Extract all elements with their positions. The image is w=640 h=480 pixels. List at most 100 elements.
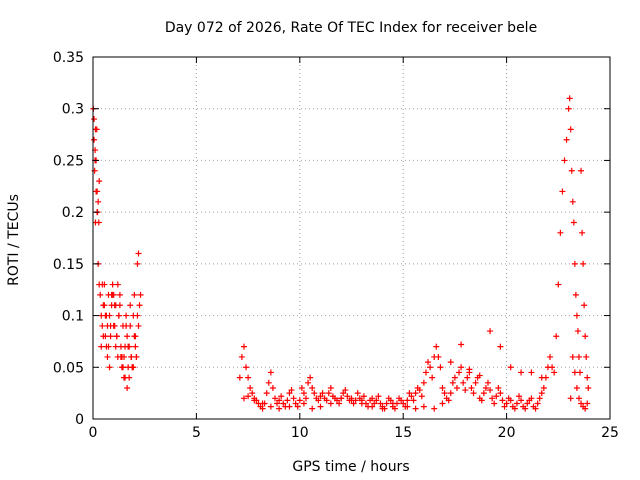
data-point bbox=[249, 390, 256, 397]
data-point bbox=[445, 397, 452, 404]
data-point bbox=[439, 384, 446, 391]
data-point bbox=[137, 291, 144, 298]
data-point bbox=[420, 403, 427, 410]
data-point bbox=[476, 372, 483, 379]
data-point bbox=[567, 395, 574, 402]
data-point bbox=[134, 260, 141, 267]
data-point bbox=[538, 390, 545, 397]
data-point bbox=[416, 387, 423, 394]
data-point bbox=[470, 390, 477, 397]
data-point bbox=[127, 302, 134, 309]
data-point bbox=[115, 312, 122, 319]
x-tick-label: 20 bbox=[498, 425, 516, 441]
data-point bbox=[507, 397, 514, 404]
data-point bbox=[305, 379, 312, 386]
data-point bbox=[245, 393, 252, 400]
data-point bbox=[240, 343, 247, 350]
data-point bbox=[105, 343, 112, 350]
data-point bbox=[480, 390, 487, 397]
data-point bbox=[549, 364, 556, 371]
data-point bbox=[123, 322, 130, 329]
data-point bbox=[495, 384, 502, 391]
data-point bbox=[280, 400, 287, 407]
data-point bbox=[404, 403, 411, 410]
data-point bbox=[547, 353, 554, 360]
y-axis-label: ROTI / TECUs bbox=[6, 194, 22, 286]
data-point bbox=[124, 384, 131, 391]
data-point bbox=[524, 400, 531, 407]
data-point bbox=[412, 405, 419, 412]
data-point bbox=[578, 400, 585, 407]
data-point bbox=[410, 397, 417, 404]
data-point bbox=[489, 395, 496, 402]
data-point bbox=[441, 390, 448, 397]
data-point bbox=[265, 379, 272, 386]
data-point bbox=[119, 364, 126, 371]
data-point bbox=[513, 400, 520, 407]
data-point bbox=[491, 400, 498, 407]
data-point bbox=[581, 302, 588, 309]
data-point bbox=[269, 384, 276, 391]
data-point bbox=[116, 291, 123, 298]
data-point bbox=[126, 374, 133, 381]
data-point bbox=[575, 353, 582, 360]
data-point bbox=[135, 322, 142, 329]
data-point bbox=[101, 302, 108, 309]
data-point bbox=[369, 395, 376, 402]
data-point bbox=[298, 384, 305, 391]
data-point bbox=[114, 281, 121, 288]
y-tick-label: 0.35 bbox=[53, 50, 84, 66]
data-point bbox=[336, 400, 343, 407]
data-point bbox=[334, 397, 341, 404]
data-point bbox=[460, 379, 467, 386]
data-point bbox=[404, 397, 411, 404]
data-point bbox=[482, 384, 489, 391]
data-point bbox=[121, 374, 128, 381]
data-point bbox=[582, 405, 589, 412]
data-point bbox=[317, 403, 324, 410]
data-point bbox=[300, 400, 307, 407]
data-point bbox=[571, 369, 578, 376]
data-point bbox=[338, 395, 345, 402]
data-point bbox=[131, 291, 138, 298]
data-point bbox=[360, 393, 367, 400]
data-point bbox=[124, 333, 131, 340]
data-point bbox=[449, 379, 456, 386]
data-point bbox=[371, 400, 378, 407]
data-point bbox=[132, 343, 139, 350]
data-point bbox=[300, 390, 307, 397]
data-point bbox=[462, 387, 469, 394]
data-point bbox=[567, 126, 574, 133]
data-point bbox=[566, 95, 573, 102]
data-point bbox=[276, 397, 283, 404]
data-point bbox=[267, 369, 274, 376]
data-point bbox=[99, 322, 106, 329]
data-point bbox=[561, 157, 568, 164]
x-tick-labels: 0 5 10 15 20 25 bbox=[89, 425, 619, 441]
data-point bbox=[259, 405, 266, 412]
data-point bbox=[532, 405, 539, 412]
data-point bbox=[400, 400, 407, 407]
data-point bbox=[478, 397, 485, 404]
data-point bbox=[91, 116, 98, 123]
data-point bbox=[251, 397, 258, 404]
data-point bbox=[377, 400, 384, 407]
data-point bbox=[133, 353, 140, 360]
data-point bbox=[130, 364, 137, 371]
data-point bbox=[387, 397, 394, 404]
data-point bbox=[573, 384, 580, 391]
data-point bbox=[391, 405, 398, 412]
data-point bbox=[286, 403, 293, 410]
data-point bbox=[348, 397, 355, 404]
data-point bbox=[579, 229, 586, 236]
data-point bbox=[570, 219, 577, 226]
data-point bbox=[91, 136, 98, 143]
data-point bbox=[431, 405, 438, 412]
axis-ticks bbox=[92, 56, 611, 420]
data-point bbox=[418, 393, 425, 400]
data-point bbox=[271, 395, 278, 402]
data-point bbox=[327, 384, 334, 391]
data-point bbox=[408, 393, 415, 400]
data-point bbox=[429, 374, 436, 381]
